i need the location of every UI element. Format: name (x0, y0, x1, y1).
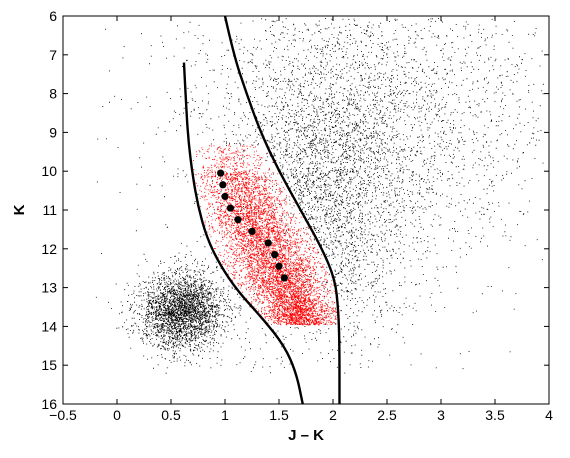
marker-point-2 (219, 181, 227, 189)
y-tick-label: 14 (41, 318, 57, 334)
x-axis-label: J – K (288, 427, 324, 444)
x-tick-label: 3.5 (485, 407, 505, 423)
field-star-points (95, 18, 544, 374)
x-tick-label: 1 (221, 407, 229, 423)
x-tick-label: −0.5 (49, 407, 77, 423)
x-tick-label: 1.5 (269, 407, 289, 423)
y-tick-label: 16 (41, 396, 57, 412)
y-tick-label: 13 (41, 280, 57, 296)
x-tick-label: 0.5 (161, 407, 181, 423)
marker-point-3 (221, 192, 229, 201)
y-tick-label: 9 (49, 124, 57, 140)
boundary-line-left (182, 62, 304, 405)
y-tick-label: 12 (41, 241, 57, 257)
y-tick-label: 8 (49, 86, 57, 102)
x-axis: −0.5 0 0.5 1 1.5 2 2.5 3 3.5 4 (49, 16, 553, 423)
x-tick-label: 4 (545, 407, 553, 423)
marker-point-8 (271, 251, 279, 259)
x-tick-label: 3 (437, 407, 445, 423)
scatter-points (95, 18, 544, 374)
boundary-lines (182, 15, 341, 405)
y-tick-label: 10 (41, 163, 57, 179)
marker-point-5 (234, 216, 242, 224)
y-tick-label: 6 (49, 8, 57, 24)
y-axis: 6 7 8 9 10 11 12 13 14 15 16 (41, 8, 549, 412)
marker-point-4 (226, 204, 234, 212)
selected-star-points (193, 144, 339, 326)
y-axis-label: K (11, 204, 28, 215)
marker-points (217, 169, 288, 282)
boundary-line-right (223, 15, 341, 404)
marker-point-10 (280, 274, 288, 282)
x-tick-label: 0 (113, 407, 121, 423)
marker-point-7 (264, 239, 272, 247)
x-tick-label: 2 (329, 407, 337, 423)
y-tick-label: 11 (42, 202, 57, 218)
marker-point-6 (248, 227, 256, 235)
y-tick-label: 7 (49, 47, 57, 63)
marker-point-9 (275, 262, 283, 270)
y-tick-label: 15 (41, 357, 57, 373)
x-tick-label: 2.5 (377, 407, 397, 423)
marker-point-1 (217, 169, 225, 177)
